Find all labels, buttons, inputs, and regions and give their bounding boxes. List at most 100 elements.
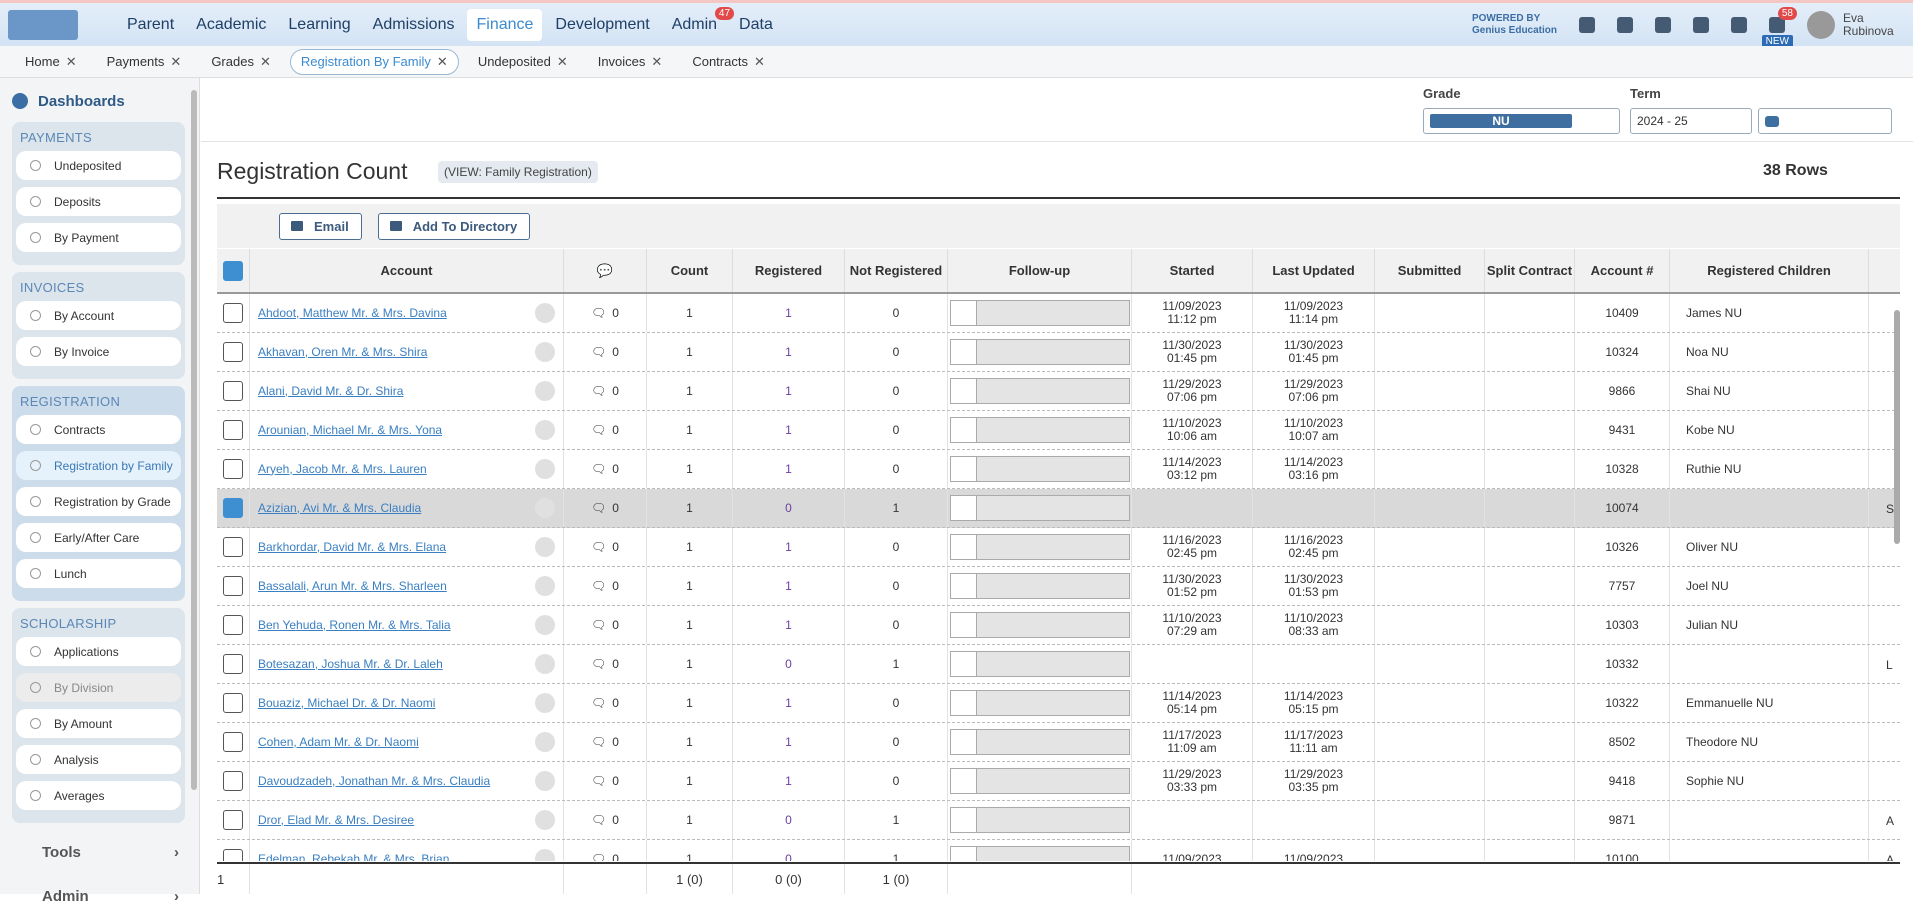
row-checkbox[interactable]: [223, 771, 243, 791]
row-checkbox[interactable]: [223, 537, 243, 557]
column-header[interactable]: Registered: [733, 249, 845, 292]
row-menu[interactable]: [535, 693, 555, 713]
nav-item[interactable]: Development: [555, 15, 650, 33]
row-checkbox[interactable]: [223, 498, 243, 518]
comment-icon[interactable]: 🗨: [591, 617, 607, 632]
nav-item[interactable]: Data: [739, 15, 773, 33]
bell-icon[interactable]: 58 NEW: [1761, 6, 1797, 48]
follow-up-input[interactable]: [949, 690, 1130, 716]
row-checkbox[interactable]: [223, 303, 243, 323]
tab-close[interactable]: ✕: [436, 53, 448, 69]
sidebar-item[interactable]: By Invoice: [16, 337, 181, 366]
sidebar-item[interactable]: Analysis: [16, 745, 181, 774]
row-menu[interactable]: [535, 498, 555, 518]
account-link[interactable]: Davoudzadeh, Jonathan Mr. & Mrs. Claudia: [258, 773, 491, 788]
tab[interactable]: Registration By Family ✕: [289, 48, 459, 75]
row-checkbox[interactable]: [223, 342, 243, 362]
nav-item[interactable]: Admin 47: [663, 6, 735, 41]
tab-close[interactable]: ✕: [556, 53, 568, 69]
table-row[interactable]: Botesazan, Joshua Mr. & Dr. Laleh 🗨 0 1 0 1 10…: [217, 645, 1900, 684]
account-link[interactable]: Edelman, Rebekah Mr. & Mrs. Brian: [258, 851, 450, 861]
nav-item[interactable]: Finance: [467, 8, 543, 41]
follow-up-input[interactable]: [949, 378, 1130, 404]
sidebar-item[interactable]: Registration by Grade: [16, 487, 181, 516]
tab-close[interactable]: ✕: [259, 53, 271, 69]
column-header[interactable]: Last Updated: [1253, 249, 1375, 292]
table-row[interactable]: Akhavan, Oren Mr. & Mrs. Shira 🗨 0 1 1 0 11/30…: [217, 333, 1900, 372]
row-checkbox[interactable]: [223, 810, 243, 830]
tab[interactable]: Grades ✕: [200, 49, 282, 75]
term-select[interactable]: 2024 - 25: [1630, 108, 1752, 134]
table-row[interactable]: Dror, Elad Mr. & Mrs. Desiree 🗨 0 1 0 1 9871 A: [217, 801, 1900, 840]
follow-up-input[interactable]: [949, 768, 1130, 794]
sidebar-link[interactable]: Admin ›: [12, 874, 185, 918]
sidebar-item[interactable]: Registration by Family: [16, 451, 181, 480]
view-chip[interactable]: (VIEW: Family Registration): [438, 161, 598, 183]
row-menu[interactable]: [535, 615, 555, 635]
account-link[interactable]: Bouaziz, Michael Dr. & Dr. Naomi: [258, 695, 436, 710]
action-button[interactable]: Email: [279, 212, 362, 240]
table-row[interactable]: Aryeh, Jacob Mr. & Mrs. Lauren 🗨 0 1 1 0 11/14…: [217, 450, 1900, 489]
logo[interactable]: [8, 9, 78, 40]
nav-item[interactable]: Academic: [196, 15, 267, 33]
comment-icon[interactable]: 🗨: [591, 851, 607, 861]
table-row[interactable]: Barkhordar, David Mr. & Mrs. Elana 🗨 0 1 1 0 1…: [217, 528, 1900, 567]
sidebar-item[interactable]: Deposits: [16, 187, 181, 216]
tab-close[interactable]: ✕: [170, 53, 182, 69]
column-header[interactable]: Split Contract: [1485, 249, 1575, 292]
account-link[interactable]: Dror, Elad Mr. & Mrs. Desiree: [258, 812, 415, 827]
comment-icon[interactable]: 🗨: [591, 344, 607, 359]
row-checkbox[interactable]: [223, 693, 243, 713]
column-header[interactable]: Not Registered: [845, 249, 948, 292]
help-icon[interactable]: [1731, 16, 1747, 33]
tab[interactable]: Undeposited ✕: [467, 49, 579, 75]
tab[interactable]: Invoices ✕: [587, 49, 674, 75]
account-link[interactable]: Azizian, Avi Mr. & Mrs. Claudia: [258, 500, 422, 515]
row-menu[interactable]: [535, 537, 555, 557]
column-header[interactable]: Registered Children: [1670, 249, 1869, 292]
tab[interactable]: Home ✕: [14, 49, 88, 75]
comment-icon[interactable]: 🗨: [591, 773, 607, 788]
follow-up-input[interactable]: [949, 807, 1130, 833]
row-checkbox[interactable]: [223, 654, 243, 674]
row-menu[interactable]: [535, 732, 555, 752]
tab-close[interactable]: ✕: [753, 53, 765, 69]
comment-icon[interactable]: 🗨: [591, 500, 607, 515]
row-menu[interactable]: [535, 459, 555, 479]
row-menu[interactable]: [535, 303, 555, 323]
row-checkbox[interactable]: [223, 420, 243, 440]
table-row[interactable]: Davoudzadeh, Jonathan Mr. & Mrs. Claudia…: [217, 762, 1900, 801]
chat-icon[interactable]: [1655, 16, 1671, 33]
row-menu[interactable]: [535, 771, 555, 791]
row-checkbox[interactable]: [223, 576, 243, 596]
account-link[interactable]: Barkhordar, David Mr. & Mrs. Elana: [258, 539, 447, 554]
column-header[interactable]: Follow-up: [948, 249, 1132, 292]
table-row[interactable]: Azizian, Avi Mr. & Mrs. Claudia 🗨 0 1 0 1 1007…: [217, 489, 1900, 528]
mail-icon[interactable]: [1579, 16, 1595, 33]
account-link[interactable]: Aryeh, Jacob Mr. & Mrs. Lauren: [258, 461, 427, 476]
sidebar-item[interactable]: By Amount: [16, 709, 181, 738]
docs-icon[interactable]: [1617, 16, 1633, 33]
follow-up-input[interactable]: [949, 456, 1130, 482]
comment-icon[interactable]: 🗨: [591, 734, 607, 749]
comment-icon[interactable]: 🗨: [591, 305, 607, 320]
sidebar-item[interactable]: By Account: [16, 301, 181, 330]
user[interactable]: Eva Rubinova: [1807, 10, 1903, 39]
sidebar-link[interactable]: Tools ›: [12, 830, 185, 874]
sidebar-item[interactable]: By Payment: [16, 223, 181, 252]
account-link[interactable]: Akhavan, Oren Mr. & Mrs. Shira: [258, 344, 428, 359]
row-checkbox[interactable]: [223, 849, 243, 861]
sidebar-item[interactable]: Contracts: [16, 415, 181, 444]
comment-icon[interactable]: 🗨: [591, 578, 607, 593]
follow-up-input[interactable]: [949, 573, 1130, 599]
table-row[interactable]: Bassalali, Arun Mr. & Mrs. Sharleen 🗨 0 1 1 0…: [217, 567, 1900, 606]
nav-item[interactable]: Parent: [127, 15, 175, 33]
row-menu[interactable]: [535, 576, 555, 596]
row-menu[interactable]: [535, 342, 555, 362]
table-row[interactable]: Cohen, Adam Mr. & Dr. Naomi 🗨 0 1 1 0 11/17/20…: [217, 723, 1900, 762]
column-header[interactable]: Account #: [1575, 249, 1670, 292]
sidebar-item[interactable]: Averages: [16, 781, 181, 810]
column-header[interactable]: Submitted: [1375, 249, 1485, 292]
comment-icon[interactable]: 🗨: [591, 812, 607, 827]
account-link[interactable]: Bassalali, Arun Mr. & Mrs. Sharleen: [258, 578, 447, 593]
